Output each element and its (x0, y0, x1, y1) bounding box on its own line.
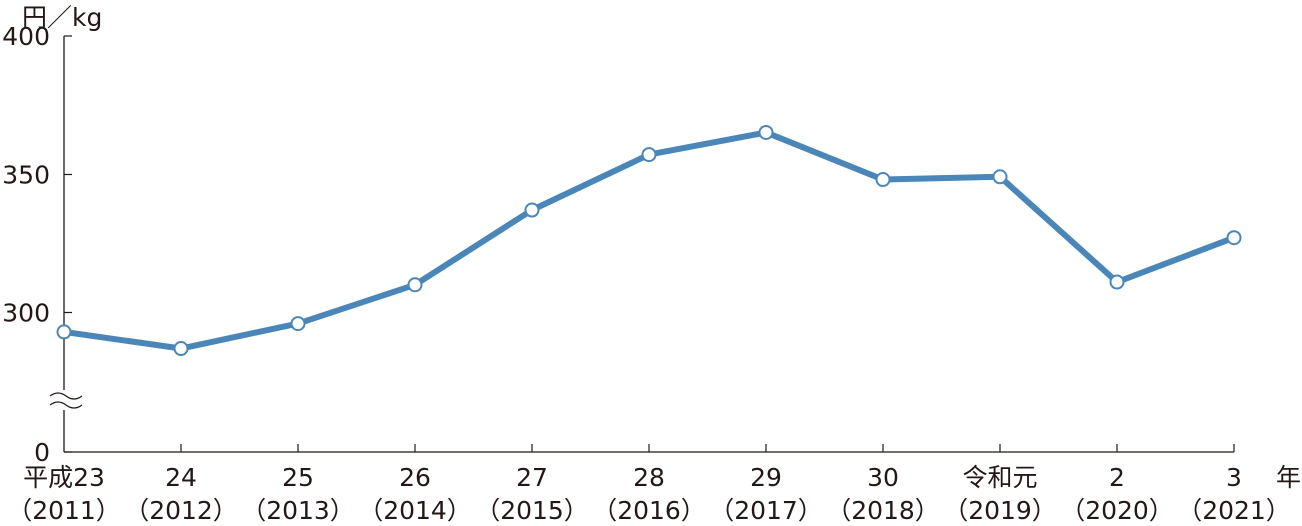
x-tick-label-era: 24 (165, 463, 197, 492)
x-tick-label-era: 25 (282, 463, 314, 492)
data-point (524, 202, 540, 218)
x-tick-label-era: 29 (750, 463, 782, 492)
x-tick-label-era: 26 (399, 463, 431, 492)
x-tick-label-year: （2021） (1177, 496, 1291, 525)
data-point (641, 147, 657, 163)
data-point (1109, 274, 1125, 290)
x-tick-label-year: （2012） (124, 496, 238, 525)
series-line (63, 129, 1236, 352)
y-tick-label: 400 (2, 22, 50, 51)
x-tick-label-year: （2015） (475, 496, 589, 525)
y-axis-unit-label: 円／kg (22, 3, 102, 32)
x-tick-label-year: （2019） (943, 496, 1057, 525)
data-point (992, 169, 1008, 185)
x-tick-label-year: （2016） (592, 496, 706, 525)
x-tick-label-era: 平成23 (23, 463, 105, 492)
data-point (875, 172, 891, 188)
x-tick-label-era: 2 (1109, 463, 1125, 492)
axis-break-icon (49, 401, 83, 409)
axis-break-icon (49, 392, 83, 400)
axis-break-gap (48, 390, 82, 410)
data-point (1226, 230, 1242, 246)
y-tick-label: 0 (34, 438, 50, 467)
x-tick-label-year: （2011） (7, 496, 121, 525)
data-point (56, 324, 72, 340)
x-tick-label-era: 30 (867, 463, 899, 492)
data-point (758, 124, 774, 140)
x-tick-label-era: 27 (516, 463, 548, 492)
data-point (173, 341, 189, 357)
x-tick-label-year: （2020） (1060, 496, 1174, 525)
x-tick-label-year: （2017） (709, 496, 823, 525)
y-tick-label: 300 (2, 299, 50, 328)
data-point (407, 277, 423, 293)
x-tick-label-year: （2018） (826, 496, 940, 525)
y-tick-label: 350 (2, 161, 50, 190)
data-point (290, 316, 306, 332)
x-axis-unit-label: 年 (1276, 463, 1301, 492)
x-tick-label-year: （2014） (358, 496, 472, 525)
x-tick-label-era: 3 (1226, 463, 1242, 492)
x-tick-label-era: 28 (633, 463, 665, 492)
x-tick-label-era: 令和元 (962, 463, 1037, 492)
x-tick-label-year: （2013） (241, 496, 355, 525)
